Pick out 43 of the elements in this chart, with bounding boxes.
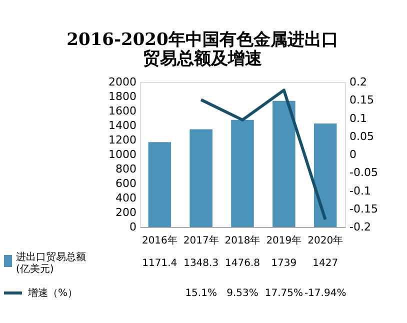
y2-tick-label: -0.05 <box>350 166 378 180</box>
bar <box>314 124 337 227</box>
y2-tick-label: 0.2 <box>350 76 367 88</box>
y-tick-label: 400 <box>116 192 136 204</box>
y-tick-label: 1000 <box>108 148 136 161</box>
y-tick-label: 1600 <box>108 104 136 118</box>
legend-label: 增速（%） <box>27 287 78 299</box>
data-label: 1739 <box>271 258 297 269</box>
bar <box>148 142 172 227</box>
y-tick-label: 0 <box>130 220 136 234</box>
bar <box>231 120 254 227</box>
bar <box>190 129 212 227</box>
y-tick-label: 1400 <box>108 119 136 132</box>
y2-tick-label: -0.15 <box>350 202 378 216</box>
data-label: 15.1% <box>185 288 217 299</box>
data-label: 1476.8 <box>225 258 260 269</box>
chart-title: 2016-2020年中国有色金属进出口贸易总额及增速 <box>66 30 338 69</box>
line-series <box>200 88 327 222</box>
y2-tick-label: 0.15 <box>350 94 374 107</box>
x-tick-label: 2019年 <box>266 234 302 246</box>
x-tick-label: 2016年 <box>142 234 178 246</box>
y-tick-label: 600 <box>116 177 136 190</box>
y-tick-label: 800 <box>116 162 136 176</box>
bar <box>272 100 296 227</box>
y-tick-label: 2000 <box>108 76 136 88</box>
y2-tick-label: 0.1 <box>350 112 367 125</box>
x-tick-label: 2018年 <box>224 234 260 246</box>
y2-tick-label: -0.1 <box>350 184 371 198</box>
legend-label: 进出口贸易总额(亿美元) <box>16 251 86 275</box>
y-tick-label: 1200 <box>108 134 136 146</box>
y-tick-label: 1800 <box>108 90 136 103</box>
y-tick-label: 200 <box>116 206 136 219</box>
y2-tick-label: -0.2 <box>350 220 371 234</box>
y2-tick-label: 0 <box>350 148 356 161</box>
data-label: 1348.3 <box>184 258 219 269</box>
x-tick-label: 2017年 <box>183 234 219 246</box>
data-label: -17.94% <box>304 288 346 299</box>
data-label: 1171.4 <box>142 258 178 269</box>
y2-tick-label: 0.05 <box>350 130 374 143</box>
data-label: 1427 <box>312 258 338 269</box>
data-label: 9.53% <box>226 288 258 299</box>
x-tick-label: 2020年 <box>308 234 344 246</box>
data-label: 17.75% <box>264 288 303 299</box>
